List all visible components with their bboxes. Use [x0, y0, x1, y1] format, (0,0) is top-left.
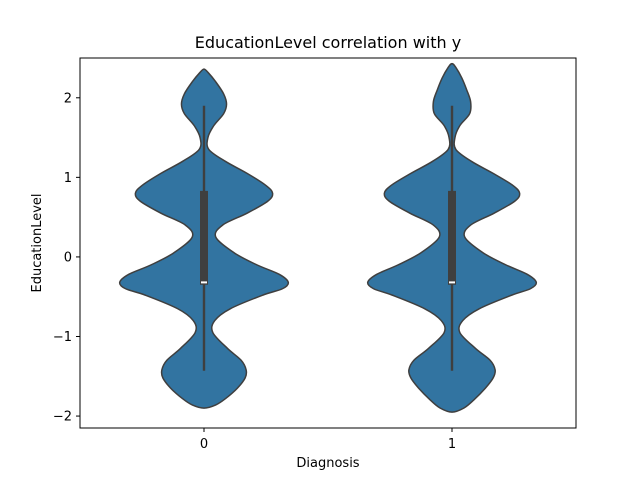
x-tick-label: 1 [448, 437, 456, 452]
chart-title: EducationLevel correlation with y [195, 33, 461, 52]
violin-layer [118, 62, 538, 413]
x-tick-label: 0 [200, 437, 208, 452]
y-axis-label: EducationLevel [30, 193, 45, 292]
y-axis: −2 −1 0 1 2 [53, 91, 80, 425]
violin-iqr-box [448, 190, 456, 285]
y-tick-label: 2 [64, 91, 72, 106]
y-tick-label: 0 [64, 250, 72, 265]
y-tick-label: −1 [53, 330, 72, 345]
plot-frame [79, 57, 577, 429]
violin-iqr-box [200, 190, 208, 285]
y-tick-label: 1 [64, 171, 72, 186]
y-tick-label: −2 [53, 410, 72, 425]
x-axis-label: Diagnosis [296, 456, 359, 471]
